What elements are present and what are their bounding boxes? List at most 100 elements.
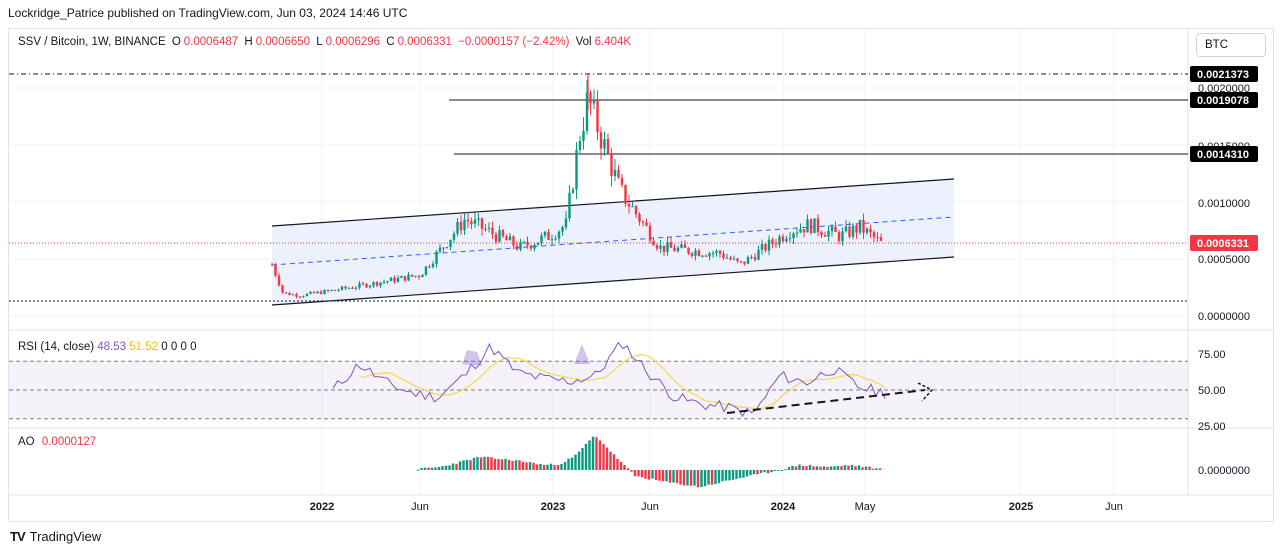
rsi-extra-3: 0 (180, 341, 187, 353)
ao-bar (563, 461, 567, 470)
ao-bar (780, 470, 784, 471)
candle-body (589, 92, 592, 104)
symbol-label[interactable]: SSV / Bitcoin, 1W, BINANCE (18, 36, 166, 48)
ao-bar (616, 458, 619, 470)
candle-body (379, 282, 382, 286)
candle-body (561, 227, 564, 232)
candle-body (862, 219, 865, 233)
candle-body (351, 287, 354, 289)
price-axis-label: 0.0005000 (1198, 254, 1250, 266)
candle-body (739, 261, 743, 263)
ao-bars (416, 436, 882, 488)
ao-bar (581, 448, 584, 470)
candle-body (844, 226, 848, 232)
time-axis-label: May (855, 501, 876, 513)
candle-body (603, 139, 606, 149)
ao-bar (574, 454, 577, 470)
candle-body (659, 245, 662, 249)
candle-body (407, 274, 410, 281)
ao-bar (483, 456, 486, 470)
ao-bar (731, 470, 735, 480)
ao-bar (658, 470, 661, 481)
candle-body (823, 235, 827, 237)
candle-body (480, 218, 484, 229)
ao-bar (840, 466, 843, 470)
ao-bar (518, 460, 521, 470)
candle-body (543, 231, 547, 236)
currency-button[interactable]: BTC (1196, 33, 1266, 57)
candle-body (540, 235, 543, 243)
candle-body (571, 189, 575, 193)
ao-bar (721, 470, 724, 482)
channel-midline (271, 216, 955, 266)
candle-body (494, 234, 498, 242)
last-price-tag-bg (1190, 235, 1258, 251)
candle-body (666, 242, 669, 253)
ao-bar (595, 437, 598, 470)
ao-bar (640, 470, 644, 478)
ao-bar (812, 466, 815, 470)
ao-bar (808, 464, 812, 470)
candle-body (389, 277, 393, 282)
ao-bar (490, 457, 493, 470)
level-tag-bg (1190, 92, 1258, 108)
ao-bar (637, 470, 640, 477)
ao-bar (549, 463, 553, 470)
candle-body (358, 283, 361, 288)
candle-body (634, 206, 638, 215)
candle-body (491, 227, 494, 235)
candle-body (648, 225, 652, 241)
candle-body (683, 244, 687, 248)
candle-body (424, 266, 428, 275)
ao-bar (560, 463, 563, 470)
candle-body (456, 222, 459, 234)
brand-label[interactable]: TradingView (29, 529, 102, 544)
rsi-overbought-fill (574, 344, 590, 364)
rsi-extra-1: 0 (161, 341, 168, 353)
candle-body (529, 245, 533, 249)
ao-bar (805, 466, 808, 470)
ao-label[interactable]: AO (18, 436, 35, 448)
candle-body (291, 294, 295, 296)
ao-bar (539, 463, 542, 470)
ao-bar (588, 440, 591, 470)
close-value: 0.0006331 (397, 36, 452, 48)
candle-body (624, 184, 627, 204)
candle-body (536, 242, 540, 246)
candle-body (442, 247, 445, 249)
candle-body (522, 241, 526, 243)
candle-body (578, 140, 582, 150)
candle-body (298, 296, 302, 298)
vol-value: 6.404K (594, 36, 632, 48)
candle-body (375, 282, 379, 286)
candle-body (568, 192, 571, 219)
ao-bar (630, 470, 633, 472)
candle-body (680, 244, 683, 248)
ao-bar (605, 447, 609, 470)
candle-body (330, 289, 333, 291)
candle-body (396, 277, 400, 282)
ao-bar (773, 470, 777, 471)
candle-body (802, 229, 806, 233)
tradingview-logo-icon[interactable]: TV (10, 529, 26, 544)
candle-body (557, 231, 561, 239)
candle-body (669, 242, 673, 248)
ao-bar (528, 462, 532, 470)
candle-body (519, 242, 522, 250)
candle-body (326, 290, 330, 292)
ao-bar (507, 459, 511, 470)
ao-legend: AO 0.0000127 (18, 436, 96, 448)
candle-body (466, 219, 470, 222)
ao-bar (861, 467, 864, 470)
rsi-label[interactable]: RSI (14, close) (18, 341, 95, 353)
time-axis-label: 2024 (771, 501, 796, 513)
ao-bar (493, 458, 497, 470)
candle-body (830, 226, 834, 231)
ao-bar (682, 470, 686, 486)
ao-bar (514, 460, 518, 470)
ao-bar (801, 465, 805, 470)
candle-body (834, 226, 837, 233)
ao-bar (584, 443, 588, 470)
